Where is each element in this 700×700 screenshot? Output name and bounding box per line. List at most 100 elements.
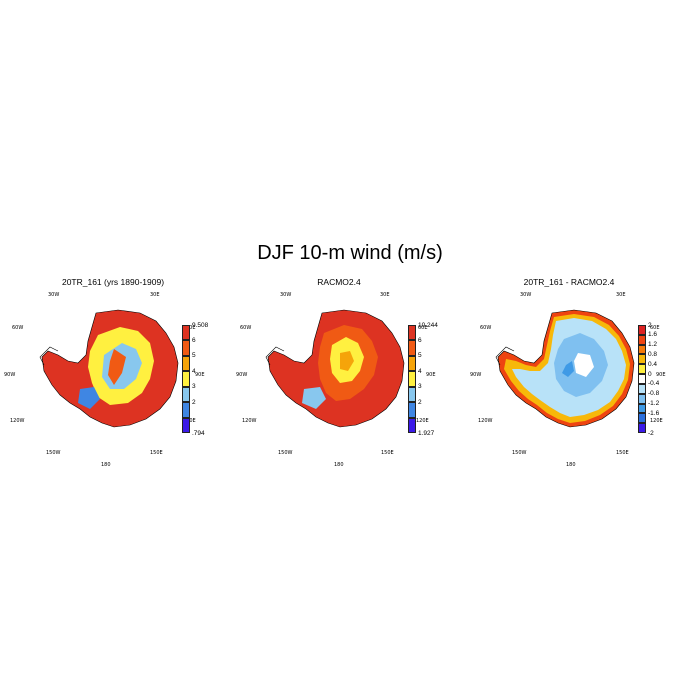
dome-calm xyxy=(340,351,354,371)
colorbar-label: 0 xyxy=(648,370,652,378)
lon-label-120w: 120W xyxy=(10,418,25,424)
map-panel-racmo: RACMO2.4 30W 30E 60W 60E 90W 90E 120W 12… xyxy=(236,275,461,475)
lon-label-180: 180 xyxy=(566,462,576,468)
lon-label-30e: 30E xyxy=(380,292,390,298)
colorbar-swatch xyxy=(408,417,416,433)
colorbar-label: 1.6 xyxy=(648,331,658,339)
antarctica-wind-difference-map xyxy=(495,309,635,428)
colorbar-label: 4 xyxy=(418,367,422,375)
lon-label-180: 180 xyxy=(334,462,344,468)
colorbar-swatch xyxy=(638,344,646,355)
colorbar-label: 2 xyxy=(418,398,422,406)
colorbar-swatch xyxy=(638,334,646,345)
colorbar-label: -1.6 xyxy=(648,409,660,417)
lon-label-90e: 90E xyxy=(656,372,666,378)
colorbar-label: 6 xyxy=(192,336,196,344)
colorbar-swatch xyxy=(408,371,416,387)
colorbar-swatch xyxy=(182,340,190,356)
lon-label-150e: 150E xyxy=(381,450,394,456)
colorbar-label: -2 xyxy=(648,429,654,437)
colorbar-swatch xyxy=(638,364,646,375)
colorbar-label: 0.8 xyxy=(648,350,658,358)
colorbar-label: 6 xyxy=(418,336,422,344)
panel-title: 20TR_161 (yrs 1890-1909) xyxy=(61,277,165,287)
lon-label-30w: 30W xyxy=(48,292,60,298)
ice-shelf-weak-wind xyxy=(78,387,100,409)
colorbar-swatch xyxy=(182,417,190,433)
colorbar xyxy=(638,325,646,433)
map-panel-model: 20TR_161 (yrs 1890-1909) 30W 30E 60W 60E… xyxy=(4,275,235,475)
figure-title: DJF 10-m wind (m/s) xyxy=(257,242,443,264)
colorbar-label: -0.8 xyxy=(648,390,660,398)
lon-label-90w: 90W xyxy=(236,372,248,378)
peninsula xyxy=(495,346,515,366)
colorbar-label: 0.4 xyxy=(648,360,658,368)
lon-label-60w: 60W xyxy=(12,325,24,331)
antarctica-wind-map xyxy=(265,309,405,428)
lon-label-180: 180 xyxy=(101,462,111,468)
colorbar-label: 4 xyxy=(192,367,196,375)
panel-title: RACMO2.4 xyxy=(317,277,361,287)
colorbar-swatch xyxy=(408,325,416,341)
colorbar-label: 9.508 xyxy=(192,321,209,329)
colorbar-label: 3 xyxy=(418,383,422,391)
lon-label-60e: 60E xyxy=(650,325,660,331)
colorbar-label: -0.4 xyxy=(648,380,660,388)
negative-core xyxy=(562,361,574,377)
lon-label-60e: 60E xyxy=(418,325,428,331)
lon-label-60e: 60E xyxy=(186,325,196,331)
lon-label-150w: 150W xyxy=(46,450,61,456)
lon-label-120e: 120E xyxy=(650,418,663,424)
lon-label-60w: 60W xyxy=(240,325,252,331)
colorbar-swatch xyxy=(182,325,190,341)
colorbar-swatch xyxy=(408,340,416,356)
lon-label-120w: 120W xyxy=(478,418,493,424)
colorbar-label: .794 xyxy=(192,429,205,437)
lon-label-60w: 60W xyxy=(480,325,492,331)
colorbar-swatch xyxy=(182,402,190,418)
lon-label-150w: 150W xyxy=(512,450,527,456)
lon-label-90w: 90W xyxy=(470,372,482,378)
colorbar-label: 3 xyxy=(192,383,196,391)
colorbar-swatch xyxy=(638,423,646,433)
katabatic-band xyxy=(108,349,126,385)
colorbar-swatch xyxy=(408,386,416,403)
map-panel-difference: 20TR_161 - RACMO2.4 30W 30E 60W 60E 90W … xyxy=(466,275,691,475)
colorbar-swatch xyxy=(182,355,190,372)
lon-label-120w: 120W xyxy=(242,418,257,424)
colorbar-label: 2 xyxy=(192,398,196,406)
ice-shelf-weak-wind xyxy=(302,387,326,409)
colorbar-swatch xyxy=(638,383,646,394)
lon-label-90e: 90E xyxy=(426,372,436,378)
colorbar-swatch xyxy=(638,393,646,404)
lon-label-30w: 30W xyxy=(280,292,292,298)
lon-label-150w: 150W xyxy=(278,450,293,456)
lon-label-150e: 150E xyxy=(616,450,629,456)
lon-label-30w: 30W xyxy=(520,292,532,298)
colorbar-swatch xyxy=(182,386,190,403)
colorbar-label: 10.244 xyxy=(418,321,438,329)
lon-label-120e: 120E xyxy=(416,418,429,424)
colorbar xyxy=(408,325,416,433)
colorbar-label: -1.2 xyxy=(648,400,660,408)
colorbar-swatch xyxy=(408,355,416,372)
colorbar-swatch xyxy=(638,325,646,335)
colorbar-swatch xyxy=(638,403,646,414)
lon-label-30e: 30E xyxy=(150,292,160,298)
peninsula xyxy=(265,346,285,366)
colorbar-label: 1.2 xyxy=(648,341,658,349)
panel-title: 20TR_161 - RACMO2.4 xyxy=(523,277,615,287)
lon-label-30e: 30E xyxy=(616,292,626,298)
colorbar-label: 5 xyxy=(418,352,422,360)
near-zero-patches xyxy=(574,353,594,377)
colorbar-swatch xyxy=(638,413,646,424)
colorbar-swatch xyxy=(638,374,646,384)
lon-label-150e: 150E xyxy=(150,450,163,456)
colorbar xyxy=(182,325,190,433)
colorbar-label: 5 xyxy=(192,352,196,360)
colorbar-label: 2 xyxy=(648,321,652,329)
colorbar-label: 1.927 xyxy=(418,429,435,437)
colorbar-swatch xyxy=(408,402,416,418)
peninsula xyxy=(39,346,59,366)
colorbar-swatch xyxy=(182,371,190,387)
